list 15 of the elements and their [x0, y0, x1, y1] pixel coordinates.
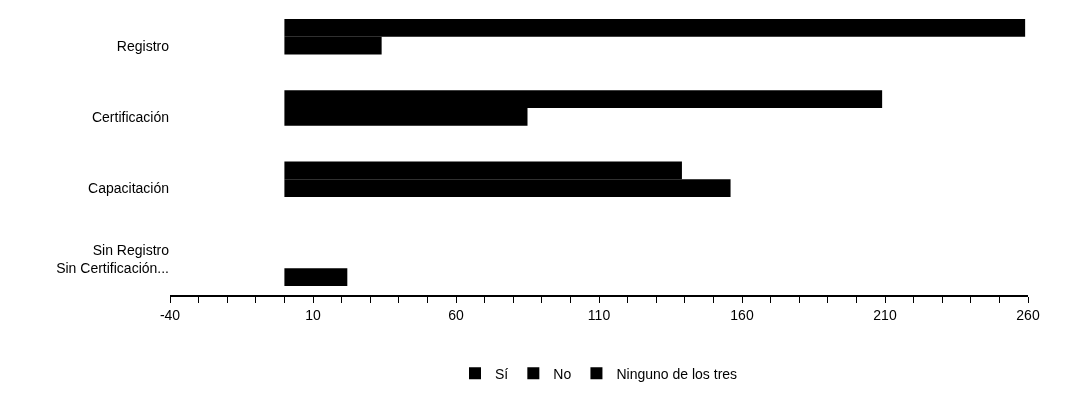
- bar: [284, 268, 348, 287]
- y-tick-label: Registro: [116, 37, 170, 54]
- legend-label: No: [553, 365, 572, 382]
- legend-label: Ninguno de los tres: [616, 365, 738, 382]
- x-tick-label: 210: [873, 306, 897, 323]
- y-tick-label: Capacitación: [88, 180, 169, 197]
- x-tick-label: 160: [730, 306, 754, 323]
- legend-label: Sí: [495, 365, 509, 382]
- x-tick-label: 110: [587, 306, 611, 323]
- x-tick-label: 10: [305, 306, 321, 323]
- y-tick-label: Certificación: [91, 108, 169, 125]
- y-tick-label: Sin Registro Sin Certificación...: [56, 242, 170, 277]
- x-tick-label: 260: [1016, 306, 1040, 323]
- x-tick-label: 60: [448, 306, 464, 323]
- x-tick-label: -40: [159, 306, 181, 323]
